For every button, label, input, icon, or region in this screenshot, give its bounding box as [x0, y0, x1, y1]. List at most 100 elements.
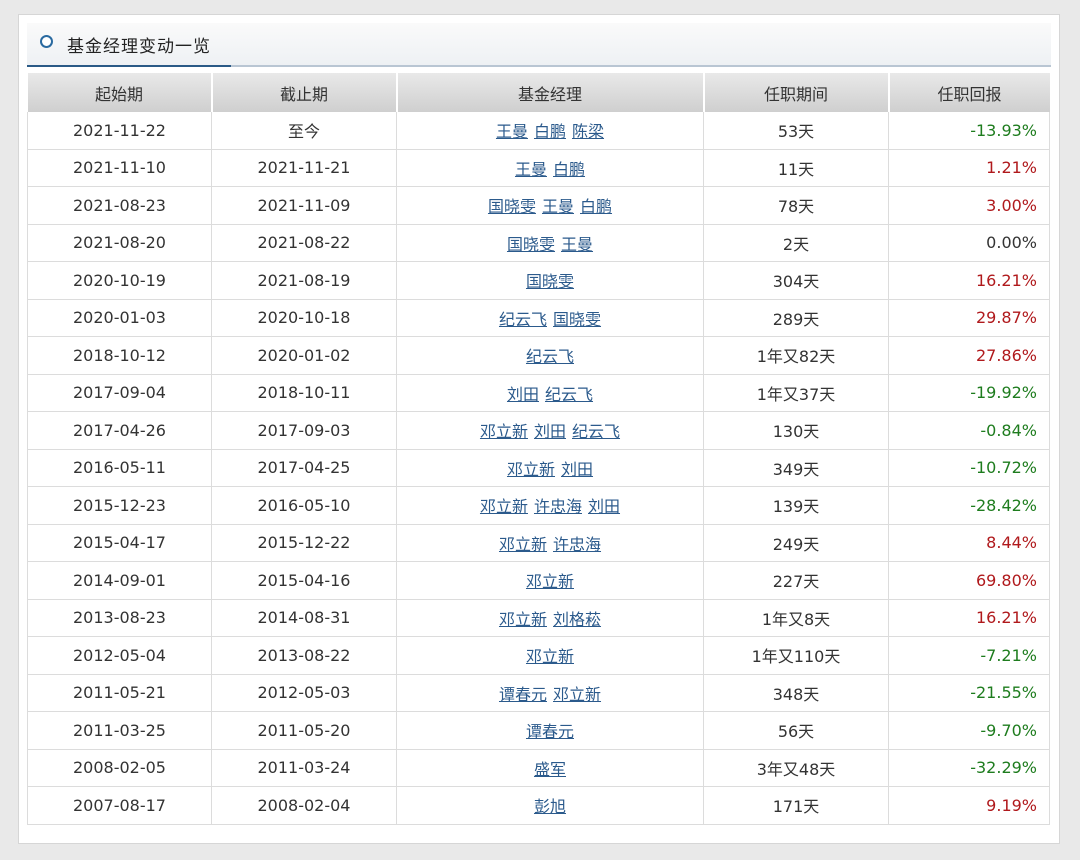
managers-cell: 国晓雯 王曼 白鹏: [396, 186, 704, 225]
return-cell: -19.92%: [888, 374, 1050, 412]
section-header: 基金经理变动一览: [27, 23, 1051, 67]
manager-link[interactable]: 白鹏: [580, 197, 613, 217]
manager-link[interactable]: 邓立新: [553, 684, 602, 704]
table-header-row: 起始期 截止期 基金经理 任职期间 任职回报: [27, 73, 1050, 112]
manager-link[interactable]: 王曼: [561, 234, 594, 254]
managers-cell: 邓立新 许忠海 刘田: [396, 486, 704, 525]
table-row: 2014-09-01 2015-04-16 邓立新 227天 69.80%: [27, 561, 1050, 600]
return-cell: 27.86%: [888, 336, 1050, 375]
manager-link[interactable]: 谭春元: [525, 722, 574, 742]
table-row: 2007-08-17 2008-02-04 彭旭 171天 9.19%: [27, 786, 1050, 825]
return-cell: 29.87%: [888, 299, 1050, 337]
manager-link[interactable]: 邓立新: [525, 572, 574, 592]
end-date-cell: 2012-05-03: [211, 674, 397, 712]
managers-cell: 刘田 纪云飞: [396, 374, 704, 412]
circle-icon: [40, 35, 53, 48]
end-date-cell: 2017-04-25: [211, 449, 397, 487]
table-row: 2020-01-03 2020-10-18 纪云飞 国晓雯 289天 29.87%: [27, 299, 1050, 337]
section-title: 基金经理变动一览: [67, 37, 211, 57]
duration-cell: 349天: [703, 449, 889, 487]
return-cell: 1.21%: [888, 149, 1050, 187]
end-date-cell: 2008-02-04: [211, 786, 397, 825]
table-row: 2011-05-21 2012-05-03 谭春元 邓立新 348天 -21.55%: [27, 674, 1050, 712]
manager-link[interactable]: 彭旭: [533, 797, 566, 817]
return-cell: -0.84%: [888, 411, 1050, 450]
duration-cell: 1年又37天: [703, 374, 889, 412]
end-date-cell: 2021-11-09: [211, 186, 397, 225]
start-date-cell: 2021-11-22: [27, 112, 212, 150]
manager-link[interactable]: 王曼: [514, 159, 547, 179]
manager-link[interactable]: 邓立新: [506, 459, 555, 479]
duration-cell: 227天: [703, 561, 889, 600]
start-date-cell: 2017-04-26: [27, 411, 212, 450]
manager-link[interactable]: 王曼: [495, 122, 528, 142]
duration-cell: 1年又8天: [703, 599, 889, 637]
manager-link[interactable]: 陈梁: [572, 122, 605, 142]
end-date-cell: 2020-10-18: [211, 299, 397, 337]
manager-link[interactable]: 谭春元: [498, 684, 547, 704]
managers-cell: 王曼 白鹏: [396, 149, 704, 187]
start-date-cell: 2018-10-12: [27, 336, 212, 375]
manager-link[interactable]: 纪云飞: [545, 384, 594, 404]
manager-link[interactable]: 刘格菘: [553, 609, 602, 629]
manager-link[interactable]: 邓立新: [479, 497, 528, 517]
manager-link[interactable]: 邓立新: [498, 609, 547, 629]
manager-link[interactable]: 王曼: [541, 197, 574, 217]
end-date-cell: 2014-08-31: [211, 599, 397, 637]
managers-cell: 盛军: [396, 749, 704, 787]
managers-cell: 邓立新: [396, 561, 704, 600]
table-row: 2021-11-10 2021-11-21 王曼 白鹏 11天 1.21%: [27, 149, 1050, 187]
manager-link[interactable]: 国晓雯: [553, 309, 602, 329]
manager-link[interactable]: 刘田: [533, 422, 566, 442]
manager-link[interactable]: 刘田: [506, 384, 539, 404]
start-date-cell: 2012-05-04: [27, 636, 212, 675]
manager-link[interactable]: 国晓雯: [506, 234, 555, 254]
start-date-cell: 2008-02-05: [27, 749, 212, 787]
manager-link[interactable]: 纪云飞: [572, 422, 621, 442]
end-date-cell: 至今: [211, 112, 397, 150]
manager-link[interactable]: 刘田: [588, 497, 621, 517]
table-row: 2016-05-11 2017-04-25 邓立新 刘田 349天 -10.72%: [27, 449, 1050, 487]
duration-cell: 3年又48天: [703, 749, 889, 787]
manager-link[interactable]: 刘田: [561, 459, 594, 479]
return-cell: -21.55%: [888, 674, 1050, 712]
manager-link[interactable]: 纪云飞: [498, 309, 547, 329]
return-cell: -32.29%: [888, 749, 1050, 787]
manager-link[interactable]: 白鹏: [553, 159, 586, 179]
return-cell: 9.19%: [888, 786, 1050, 825]
managers-cell: 邓立新 刘田 纪云飞: [396, 411, 704, 450]
managers-cell: 国晓雯: [396, 261, 704, 300]
manager-link[interactable]: 盛军: [533, 759, 566, 779]
manager-change-table: 起始期 截止期 基金经理 任职期间 任职回报 2021-11-22 至今 王曼 白鹏陈…: [27, 73, 1050, 825]
return-cell: -28.42%: [888, 486, 1050, 525]
manager-link[interactable]: 国晓雯: [487, 197, 536, 217]
header-start: 起始期: [27, 73, 213, 112]
header-managers: 基金经理: [396, 73, 705, 112]
end-date-cell: 2021-08-22: [211, 224, 397, 262]
start-date-cell: 2021-08-20: [27, 224, 212, 262]
duration-cell: 130天: [703, 411, 889, 450]
table-row: 2021-08-23 2021-11-09 国晓雯 王曼 白鹏 78天 3.00%: [27, 186, 1050, 225]
header-return: 任职回报: [888, 73, 1050, 112]
manager-link[interactable]: 邓立新: [498, 534, 547, 554]
managers-cell: 邓立新 刘格菘: [396, 599, 704, 637]
return-cell: -10.72%: [888, 449, 1050, 487]
manager-link[interactable]: 国晓雯: [525, 272, 574, 292]
header-underline: [27, 65, 231, 67]
manager-link[interactable]: 邓立新: [479, 422, 528, 442]
table-row: 2020-10-19 2021-08-19 国晓雯 304天 16.21%: [27, 261, 1050, 300]
start-date-cell: 2015-04-17: [27, 524, 212, 562]
manager-link[interactable]: 纪云飞: [525, 347, 574, 367]
manager-link[interactable]: 邓立新: [525, 647, 574, 667]
manager-link[interactable]: 许忠海: [533, 497, 582, 517]
table-row: 2021-11-22 至今 王曼 白鹏 陈梁 53天 -13.93%: [27, 112, 1050, 150]
manager-link[interactable]: 白鹏: [533, 122, 566, 142]
table-row: 2015-04-17 2015-12-22 邓立新 许忠海 249天 8.44%: [27, 524, 1050, 562]
header-end: 截止期: [211, 73, 398, 112]
return-cell: 3.00%: [888, 186, 1050, 225]
manager-link[interactable]: 许忠海: [553, 534, 602, 554]
start-date-cell: 2015-12-23: [27, 486, 212, 525]
end-date-cell: 2011-03-24: [211, 749, 397, 787]
managers-cell: 王曼 白鹏 陈梁: [396, 112, 704, 150]
table-row: 2017-09-04 2018-10-11 刘田 纪云飞 1年又37天 -19.92%: [27, 374, 1050, 412]
